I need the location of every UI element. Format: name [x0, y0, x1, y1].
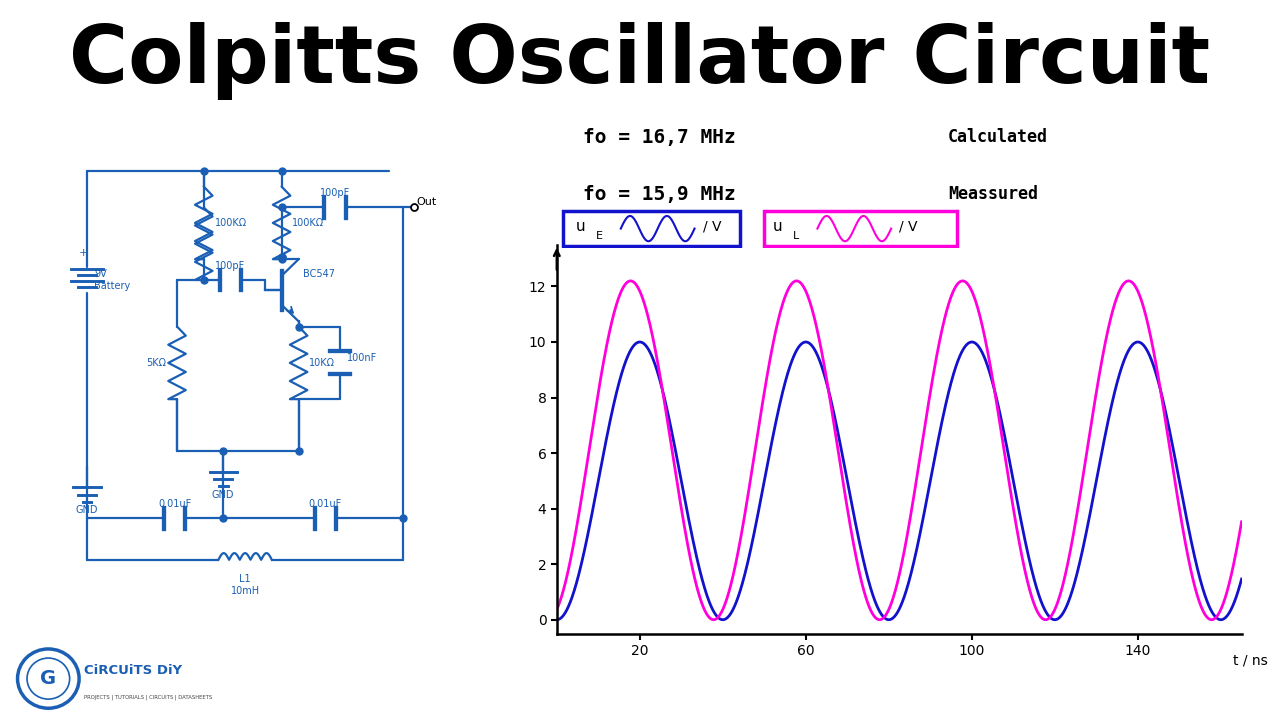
Text: +: + [78, 248, 88, 258]
Text: 100pF: 100pF [215, 261, 246, 271]
Text: u: u [576, 219, 585, 234]
Text: / V: / V [703, 220, 721, 233]
Text: L1
10mH: L1 10mH [230, 575, 260, 596]
Text: u: u [772, 219, 782, 234]
Text: 100KΩ: 100KΩ [215, 218, 247, 228]
FancyBboxPatch shape [764, 211, 956, 246]
Text: 9V
Battery: 9V Battery [95, 269, 131, 291]
Text: fo = 16,7 MHz: fo = 16,7 MHz [584, 127, 736, 147]
Text: G: G [40, 669, 56, 688]
Text: 0.01uF: 0.01uF [157, 499, 191, 509]
FancyBboxPatch shape [563, 211, 740, 246]
Text: 5KΩ: 5KΩ [146, 358, 166, 368]
Text: GND: GND [76, 505, 99, 516]
Text: / V: / V [900, 220, 918, 233]
Text: PROJECTS | TUTORIALS | CIRCUITS | DATASHEETS: PROJECTS | TUTORIALS | CIRCUITS | DATASH… [84, 694, 212, 700]
Text: Out: Out [417, 197, 436, 207]
Text: BC547: BC547 [303, 269, 335, 279]
Text: Meassured: Meassured [948, 185, 1038, 203]
Text: 100nF: 100nF [347, 353, 378, 363]
Text: 0.01uF: 0.01uF [308, 499, 342, 509]
Text: 100pF: 100pF [320, 188, 351, 198]
Text: CiRCUiTS DiY: CiRCUiTS DiY [84, 664, 182, 677]
Text: Calculated: Calculated [948, 128, 1048, 146]
Text: 10KΩ: 10KΩ [310, 358, 335, 368]
Text: fo = 15,9 MHz: fo = 15,9 MHz [584, 184, 736, 204]
Text: L: L [792, 230, 799, 240]
Text: GND: GND [212, 490, 234, 500]
Text: t / ns: t / ns [1234, 653, 1268, 667]
Text: Colpitts Oscillator Circuit: Colpitts Oscillator Circuit [69, 22, 1211, 99]
Text: 100KΩ: 100KΩ [292, 218, 324, 228]
Text: E: E [596, 230, 603, 240]
